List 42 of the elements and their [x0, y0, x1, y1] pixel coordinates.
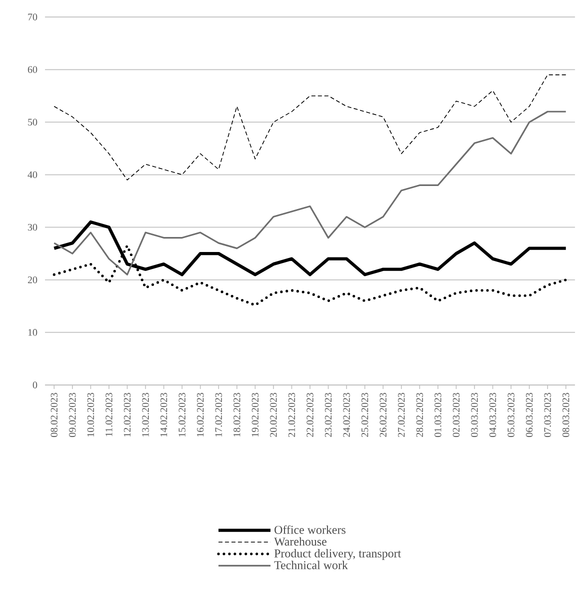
x-tick-label: 12.02.2023	[124, 392, 131, 436]
y-tick-label: 0	[32, 382, 38, 388]
x-tick-label: 09.02.2023	[69, 392, 76, 437]
x-tick-label: 26.02.2023	[380, 392, 386, 437]
x-tick-label: 01.03.2023	[434, 392, 442, 437]
x-tick-label: 02.03.2023	[452, 392, 460, 437]
x-tick-label: 19.02.2023	[252, 392, 259, 436]
x-tick-label: 04.03.2023	[489, 392, 496, 437]
x-tick-label: 23.02.2023	[324, 392, 332, 437]
x-tick-label: 08.03.2023	[562, 392, 570, 437]
x-tick-label: 10.02.2023	[87, 392, 94, 436]
x-tick-label: 13.02.2023	[142, 392, 149, 436]
y-tick-label: 60	[28, 66, 38, 73]
x-tick-label: 28.02.2023	[416, 392, 424, 437]
x-tick-label: 25.02.2023	[361, 392, 368, 437]
x-tick-label: 27.02.2023	[398, 392, 405, 437]
x-tick-label: 16.02.2023	[196, 392, 204, 436]
x-tick-label: 21.02.2023	[288, 392, 296, 437]
line-series	[54, 74, 566, 180]
x-tick-label: 15.02.2023	[178, 392, 186, 436]
x-tick-label: 05.03.2023	[508, 392, 514, 437]
y-tick-label: 20	[28, 276, 38, 284]
x-tick-label: 08.02.2023	[50, 392, 58, 437]
x-tick-label: 20.02.2023	[270, 392, 277, 437]
legend-label: Warehouse	[274, 537, 326, 546]
legend-label: Technical work	[274, 560, 348, 570]
x-tick-label: 14.02.2023	[160, 392, 168, 436]
x-tick-label: 11.02.2023	[106, 392, 112, 436]
y-tick-label: 40	[28, 171, 38, 178]
x-tick-label: 03.03.2023	[471, 392, 478, 437]
x-tick-label: 07.03.2023	[544, 392, 551, 437]
x-tick-label: 17.02.2023	[215, 392, 222, 436]
x-tick-label: 22.02.2023	[306, 392, 314, 437]
y-tick-label: 30	[28, 224, 38, 231]
x-tick-label: 18.02.2023	[234, 392, 240, 436]
x-tick-label: 24.02.2023	[343, 392, 350, 437]
y-tick-label: 10	[28, 329, 38, 336]
x-tick-label: 06.03.2023	[526, 392, 533, 437]
y-tick-label: 70	[28, 14, 38, 20]
legend-label: Office workers	[274, 525, 346, 534]
y-tick-label: 50	[28, 118, 38, 126]
legend-label: Product delivery, transport	[274, 549, 402, 560]
